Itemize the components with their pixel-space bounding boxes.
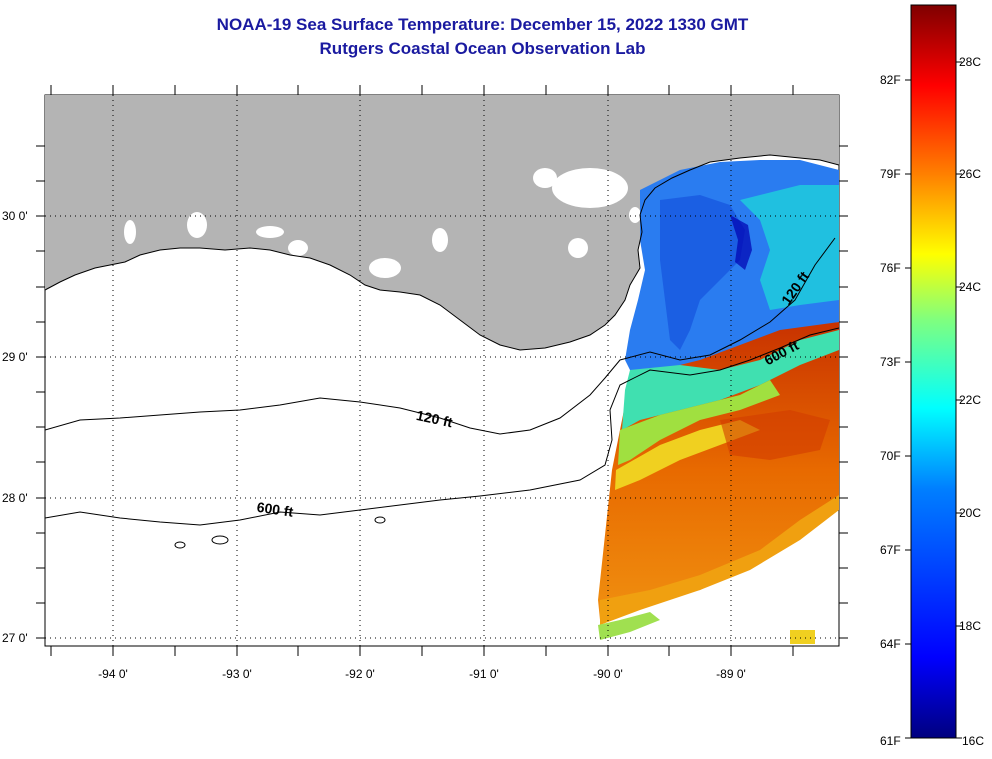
lat-label: 28 0' xyxy=(2,491,28,505)
lon-label: -94 0' xyxy=(98,667,128,681)
colorbar-c-label: 22C xyxy=(959,393,981,407)
sst-swath xyxy=(598,160,839,644)
map-title: NOAA-19 Sea Surface Temperature: Decembe… xyxy=(216,15,749,34)
grid-lines xyxy=(45,95,839,646)
colorbar-c-label: 28C xyxy=(959,55,981,69)
colorbar-f-label: 61F xyxy=(880,734,901,748)
colorbar: 82F 79F 76F 73F 70F 67F 64F 61F 28C 26C … xyxy=(880,4,984,748)
lake xyxy=(552,168,628,208)
lake xyxy=(369,258,401,278)
lake xyxy=(124,220,136,244)
lon-label: -91 0' xyxy=(469,667,499,681)
contour-600ft xyxy=(45,327,839,526)
colorbar-c-label: 18C xyxy=(959,619,981,633)
lon-label: -93 0' xyxy=(222,667,252,681)
map-subtitle: Rutgers Coastal Ocean Observation Lab xyxy=(319,39,646,58)
colorbar-f-label: 82F xyxy=(880,73,901,87)
lake xyxy=(187,212,207,238)
colorbar-f-label: 67F xyxy=(880,543,901,557)
lake xyxy=(256,226,284,238)
colorbar-c-label: 16C xyxy=(962,734,984,748)
land-area xyxy=(45,95,839,350)
lat-label: 30 0' xyxy=(2,209,28,223)
lake xyxy=(432,228,448,252)
lat-label: 29 0' xyxy=(2,350,28,364)
contour-label-600ft: 600 ft xyxy=(256,499,295,520)
contour-120ft xyxy=(45,237,836,435)
lon-label: -90 0' xyxy=(593,667,623,681)
contour-label-120ft: 120 ft xyxy=(415,407,454,430)
lake xyxy=(533,168,557,188)
lon-label: -89 0' xyxy=(716,667,746,681)
colorbar-f-label: 73F xyxy=(880,355,901,369)
colorbar-c-label: 24C xyxy=(959,280,981,294)
colorbar-f-label: 64F xyxy=(880,637,901,651)
colorbar-f-label: 79F xyxy=(880,167,901,181)
colorbar-c-label: 20C xyxy=(959,506,981,520)
lake xyxy=(568,238,588,258)
colorbar-f-label: 70F xyxy=(880,449,901,463)
axis-ticks xyxy=(36,85,848,656)
colorbar-f-label: 76F xyxy=(880,261,901,275)
lake xyxy=(629,207,641,223)
lat-label: 27 0' xyxy=(2,631,28,645)
colorbar-c-label: 26C xyxy=(959,167,981,181)
lon-label: -92 0' xyxy=(345,667,375,681)
lake xyxy=(288,240,308,256)
